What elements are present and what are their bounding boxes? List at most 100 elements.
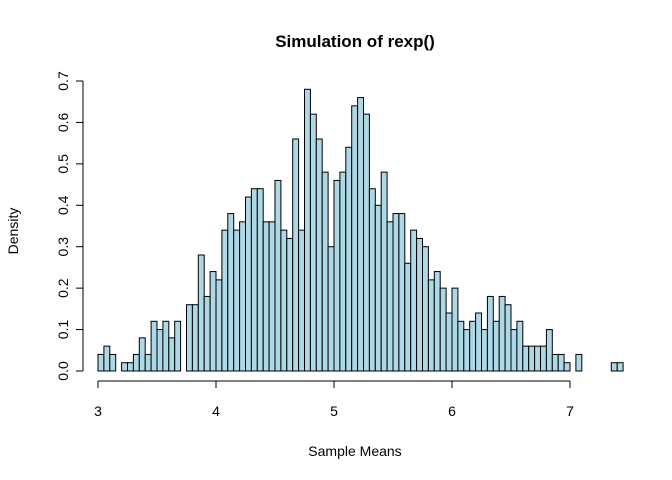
histogram-bar — [150, 320, 158, 372]
histogram-bar — [380, 171, 388, 372]
histogram-bar — [132, 353, 140, 372]
histogram-bar — [451, 287, 459, 372]
histogram-bar — [475, 312, 483, 372]
y-tick-label: 0.5 — [55, 154, 71, 174]
x-axis-label: Sample Means — [308, 443, 401, 459]
x-tick-label: 3 — [94, 403, 102, 419]
histogram-bar — [138, 337, 146, 372]
x-axis: 3 4 5 6 7 — [94, 380, 574, 419]
histogram-bar — [363, 113, 370, 372]
histogram-bar — [103, 345, 111, 372]
histogram-bar — [174, 320, 182, 372]
x-tick-label: 7 — [566, 403, 574, 419]
histogram-bar — [286, 237, 294, 372]
histogram-bar — [463, 329, 471, 372]
histogram-bar — [209, 271, 217, 372]
histogram-bar — [156, 329, 164, 372]
histogram-bar — [327, 246, 335, 372]
histogram-bar — [298, 229, 306, 372]
histogram-bar — [545, 329, 553, 372]
histogram-bar — [516, 320, 524, 372]
histogram-bar — [227, 213, 235, 372]
histogram-bar — [339, 171, 347, 372]
histogram-bar — [97, 353, 105, 372]
y-axis: 0.0 0.1 0.2 0.3 0.4 0.5 0.6 0.7 — [55, 71, 84, 381]
y-tick-label: 0.0 — [55, 361, 71, 381]
histogram-bar — [616, 362, 624, 372]
x-tick-label: 4 — [212, 403, 220, 419]
histogram-bar — [457, 320, 465, 372]
histogram-bar — [321, 171, 329, 372]
histogram-bar — [304, 88, 311, 372]
histogram-bar — [233, 229, 241, 372]
histogram-bar — [410, 229, 418, 372]
histogram-bar — [492, 320, 500, 372]
histogram-bar — [404, 262, 412, 372]
histogram-bar — [439, 287, 447, 372]
y-tick-label: 0.6 — [55, 112, 71, 132]
histogram-bar — [309, 113, 317, 372]
histogram-bars — [97, 88, 624, 372]
histogram-bar — [386, 221, 394, 372]
histogram-bar — [280, 229, 288, 372]
y-tick-label: 0.3 — [55, 237, 71, 257]
histogram-bar — [534, 345, 541, 372]
histogram-bar — [540, 345, 547, 372]
histogram-bar — [528, 345, 536, 372]
histogram-bar — [351, 105, 359, 372]
histogram-bar — [563, 362, 571, 372]
histogram-bar — [433, 271, 441, 372]
histogram-bar — [144, 353, 152, 372]
histogram-bar — [551, 353, 559, 372]
histogram-bar — [398, 213, 406, 372]
histogram-bar — [162, 320, 170, 372]
histogram-bar — [245, 196, 252, 372]
histogram-bar — [345, 146, 353, 372]
histogram-bar — [392, 213, 400, 372]
histogram-bar — [610, 362, 618, 372]
x-tick-label: 6 — [448, 403, 456, 419]
histogram-bar — [481, 329, 488, 372]
histogram-bar — [239, 221, 247, 372]
histogram-bar — [469, 320, 477, 372]
y-tick-label: 0.4 — [55, 195, 71, 215]
histogram-bar — [416, 237, 424, 372]
histogram-bar — [121, 362, 128, 372]
histogram-bar — [109, 353, 117, 372]
histogram-bar — [374, 204, 382, 372]
histogram-bar — [274, 179, 282, 372]
histogram-bar — [357, 97, 365, 372]
histogram-bar — [504, 304, 512, 372]
histogram-bar — [557, 353, 565, 372]
histogram-bar — [168, 337, 176, 372]
histogram-bar — [197, 254, 205, 372]
histogram-bar — [191, 304, 199, 372]
histogram-bar — [256, 188, 264, 372]
chart-title: Simulation of rexp() — [275, 32, 435, 51]
histogram-bar — [186, 304, 193, 372]
histogram-bar — [250, 188, 258, 372]
y-tick-label: 0.1 — [55, 320, 71, 340]
histogram-bar — [221, 229, 229, 372]
histogram-bar — [315, 138, 323, 372]
histogram-bar — [262, 221, 270, 372]
histogram-bar — [510, 329, 518, 372]
histogram-bar — [268, 221, 276, 372]
y-axis-label: Density — [5, 208, 21, 255]
histogram-bar — [486, 295, 494, 372]
histogram-bar — [522, 345, 530, 372]
histogram-bar — [215, 279, 223, 372]
histogram-bar — [575, 353, 583, 372]
histogram-bar — [498, 295, 506, 372]
y-tick-label: 0.2 — [55, 278, 71, 298]
histogram-bar — [127, 362, 134, 372]
histogram-bar — [333, 179, 341, 372]
histogram-bar — [422, 246, 429, 372]
histogram-bar — [292, 138, 300, 372]
y-tick-label: 0.7 — [55, 71, 71, 91]
histogram-bar — [368, 188, 376, 372]
histogram-bar — [203, 295, 211, 372]
x-tick-label: 5 — [330, 403, 338, 419]
histogram-bar — [427, 279, 435, 372]
